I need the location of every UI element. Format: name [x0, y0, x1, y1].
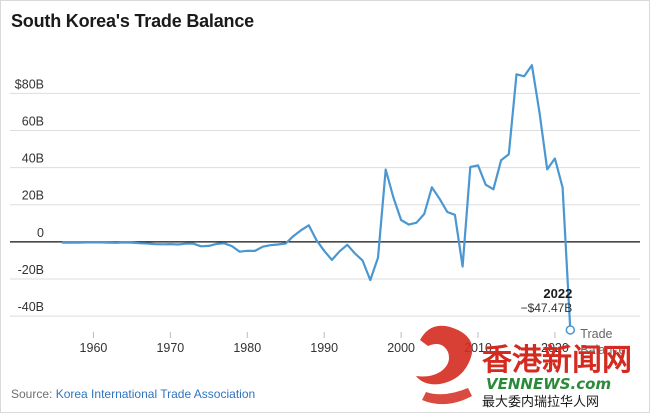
- source-link[interactable]: Korea International Trade Association: [55, 387, 256, 401]
- annotation-2022: 2022−$47.47B Trade Balance: [521, 286, 626, 357]
- x-tick-label: 1990: [310, 341, 338, 355]
- y-tick-label: 40B: [22, 152, 44, 166]
- annotation-value: −$47.47B: [521, 301, 573, 315]
- watermark-brand-en: VENNEWS.com: [486, 375, 611, 393]
- watermark-brand-cn: 香港新闻网: [482, 343, 632, 378]
- y-tick-label: 60B: [22, 115, 44, 129]
- y-axis-ticks: -40B -20B 0 20B 40B 60B $80B: [15, 77, 44, 314]
- y-tick-label: 20B: [22, 189, 44, 203]
- watermark-tagline: 最大委内瑞拉华人网: [482, 394, 599, 410]
- x-tick-label: 1960: [80, 341, 108, 355]
- x-tick-label: 1970: [156, 341, 184, 355]
- y-tick-label: $80B: [15, 77, 44, 91]
- annotation-year: 2022: [543, 286, 572, 301]
- dragon-emblem-icon: [416, 325, 473, 385]
- y-tick-label: -40B: [18, 300, 44, 314]
- series-line-trade-balance: [61, 64, 572, 331]
- endpoint-marker: [565, 325, 576, 335]
- x-axis-ticks: 1960 1970 1980 1990 2000 2010 2020: [80, 332, 569, 355]
- x-tick-label: 1980: [233, 341, 261, 355]
- source-prefix: Source:: [11, 387, 56, 401]
- source-note: Source: Korea International Trade Associ…: [11, 387, 255, 401]
- y-tick-label: 0: [37, 226, 44, 240]
- y-tick-label: -20B: [18, 263, 44, 277]
- gridlines: [10, 92, 640, 317]
- series-label-line2: Balance: [580, 343, 625, 357]
- x-tick-label: 2000: [387, 341, 415, 355]
- watermark-logo: 香港新闻网 VENNEWS.com 最大委内瑞拉华人网: [416, 325, 632, 410]
- series-label-line1: Trade: [580, 327, 612, 341]
- x-tick-label: 2020: [541, 341, 569, 355]
- chart-title: South Korea's Trade Balance: [11, 11, 254, 31]
